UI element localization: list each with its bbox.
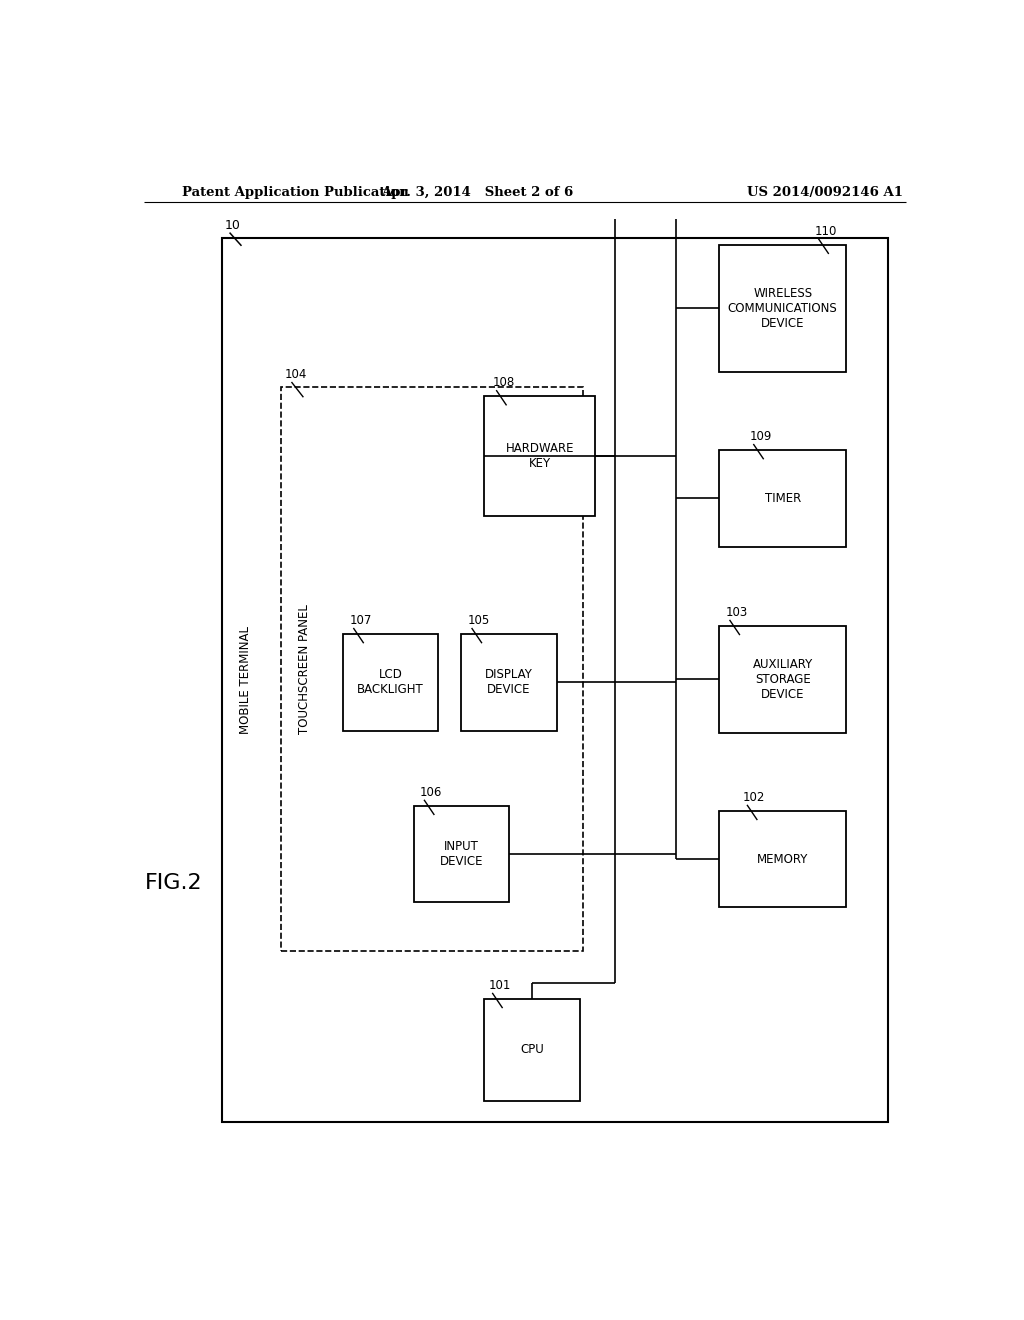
Text: Patent Application Publication: Patent Application Publication [182, 186, 409, 199]
Bar [719, 450, 846, 546]
Text: DISPLAY
DEVICE: DISPLAY DEVICE [485, 668, 532, 697]
Text: Apr. 3, 2014   Sheet 2 of 6: Apr. 3, 2014 Sheet 2 of 6 [381, 186, 573, 199]
Text: CPU: CPU [520, 1043, 544, 1056]
Bar [719, 810, 846, 907]
Text: TIMER: TIMER [765, 492, 801, 504]
Bar [484, 999, 580, 1101]
Bar [484, 396, 595, 516]
Text: 105: 105 [468, 614, 489, 627]
Text: 102: 102 [743, 791, 765, 804]
Text: LCD
BACKLIGHT: LCD BACKLIGHT [357, 668, 424, 697]
Text: 101: 101 [488, 979, 511, 991]
Bar [461, 634, 557, 731]
Text: 107: 107 [349, 614, 372, 627]
Text: HARDWARE
KEY: HARDWARE KEY [506, 442, 574, 470]
Text: 104: 104 [285, 368, 307, 381]
Text: MEMORY: MEMORY [757, 853, 808, 866]
Text: 103: 103 [726, 606, 748, 619]
Text: WIRELESS
COMMUNICATIONS
DEVICE: WIRELESS COMMUNICATIONS DEVICE [728, 286, 838, 330]
Text: 110: 110 [814, 224, 837, 238]
Text: TOUCHSCREEN PANEL: TOUCHSCREEN PANEL [298, 605, 311, 734]
Bar [221, 238, 888, 1122]
Text: US 2014/0092146 A1: US 2014/0092146 A1 [748, 186, 903, 199]
Text: 106: 106 [420, 785, 442, 799]
Text: AUXILIARY
STORAGE
DEVICE: AUXILIARY STORAGE DEVICE [753, 657, 813, 701]
Bar [414, 805, 509, 903]
Text: 108: 108 [493, 376, 514, 389]
Text: MOBILE TERMINAL: MOBILE TERMINAL [239, 626, 252, 734]
Bar [282, 387, 583, 952]
Bar [719, 244, 846, 372]
Text: 109: 109 [750, 430, 772, 444]
Text: FIG.2: FIG.2 [145, 873, 203, 894]
Text: INPUT
DEVICE: INPUT DEVICE [439, 840, 483, 869]
Bar [719, 626, 846, 733]
Text: 10: 10 [225, 219, 241, 231]
Bar [343, 634, 438, 731]
